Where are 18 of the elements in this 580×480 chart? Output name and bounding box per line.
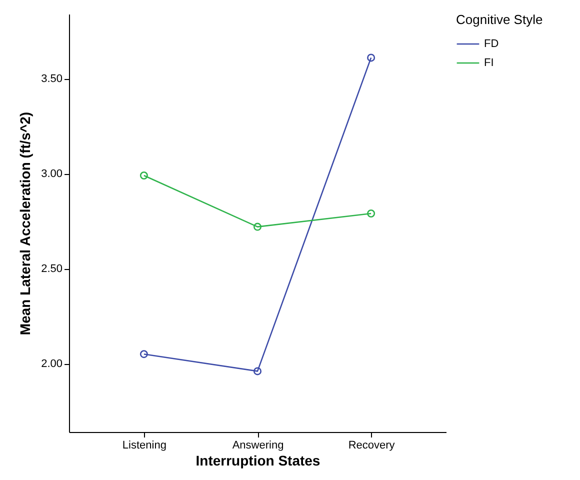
legend-label: FD	[484, 38, 499, 50]
x-axis-title: Interruption States	[196, 452, 320, 468]
legend-title: Cognitive Style	[456, 12, 543, 27]
x-tick-label: Answering	[232, 440, 284, 452]
x-tick-label: Listening	[122, 440, 166, 452]
point	[140, 172, 148, 180]
y-tick-label: 2.50	[41, 263, 62, 276]
point	[367, 210, 376, 218]
point	[253, 367, 262, 376]
point	[367, 54, 376, 62]
y-tick-label: 3.50	[41, 73, 62, 86]
y-axis-title: Mean Lateral Acceleration (ft/s^2)	[17, 112, 34, 336]
point	[140, 350, 148, 358]
legend-label: FI	[484, 57, 494, 69]
y-tick-label: 2.00	[41, 358, 62, 370]
y-tick-label: 3.00	[41, 168, 62, 180]
point	[253, 222, 262, 231]
x-tick-label: Recovery	[348, 440, 396, 452]
